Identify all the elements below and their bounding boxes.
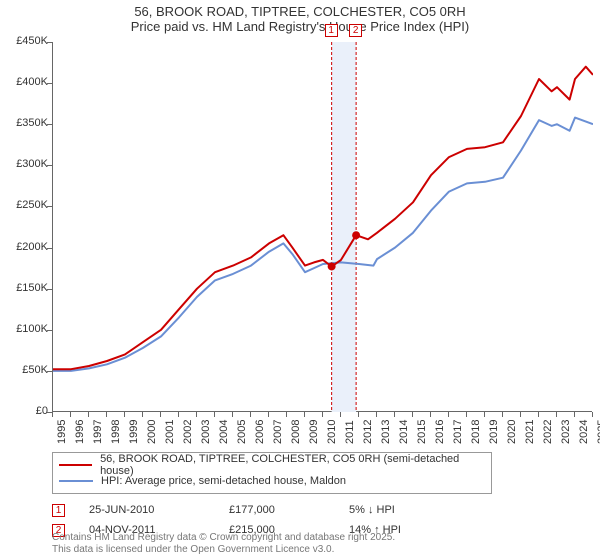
chart-title-line1: 56, BROOK ROAD, TIPTREE, COLCHESTER, CO5… [0, 4, 600, 19]
sale-row-marker: 1 [52, 504, 65, 517]
x-axis-tick-label: 2019 [488, 420, 500, 444]
y-axis-tick-label: £450K [2, 35, 48, 47]
x-axis-tick-label: 2022 [542, 420, 554, 444]
x-axis-tick-label: 2011 [344, 420, 356, 444]
x-axis-tick-label: 2016 [434, 420, 446, 444]
x-axis-tick-label: 2004 [218, 420, 230, 444]
y-axis-tick-label: £0 [2, 405, 48, 417]
x-axis-tick-label: 2010 [326, 420, 338, 444]
x-axis-tick-label: 2015 [416, 420, 428, 444]
x-axis-tick-label: 2017 [452, 420, 464, 444]
x-axis-tick-label: 2021 [524, 420, 536, 444]
x-axis-tick-label: 2007 [272, 420, 284, 444]
x-axis-tick-label: 2002 [182, 420, 194, 444]
x-axis-tick-label: 2018 [470, 420, 482, 444]
chart-plot-area [52, 42, 592, 412]
x-axis-tick-label: 2005 [236, 420, 248, 444]
x-axis-tick-label: 2014 [398, 420, 410, 444]
chart-title-line2: Price paid vs. HM Land Registry's House … [0, 19, 600, 34]
x-axis-tick-label: 2012 [362, 420, 374, 444]
x-axis-tick-label: 1996 [74, 420, 86, 444]
y-axis-tick-label: £150K [2, 282, 48, 294]
x-axis-tick-label: 2023 [560, 420, 572, 444]
x-axis-tick-label: 1998 [110, 420, 122, 444]
x-axis-tick-label: 2001 [164, 420, 176, 444]
sale-marker-1: 1 [325, 24, 338, 37]
sale-row: 1 25-JUN-2010£177,0005% ↓ HPI [52, 500, 492, 520]
y-axis-tick-label: £200K [2, 241, 48, 253]
x-axis-tick-label: 1995 [56, 420, 68, 444]
y-axis-tick-label: £250K [2, 199, 48, 211]
y-axis-tick-label: £350K [2, 117, 48, 129]
x-axis-tick-label: 2020 [506, 420, 518, 444]
x-axis-tick-label: 2008 [290, 420, 302, 444]
sale-marker-2: 2 [349, 24, 362, 37]
legend-row: 56, BROOK ROAD, TIPTREE, COLCHESTER, CO5… [59, 457, 485, 473]
x-axis-tick-label: 2025 [596, 420, 600, 444]
x-axis-tick-label: 2009 [308, 420, 320, 444]
footer-attribution: Contains HM Land Registry data © Crown c… [52, 532, 395, 556]
sale-date: 25-JUN-2010 [89, 504, 229, 516]
y-axis-tick-label: £100K [2, 323, 48, 335]
legend: 56, BROOK ROAD, TIPTREE, COLCHESTER, CO5… [52, 452, 492, 540]
x-axis-tick-label: 2013 [380, 420, 392, 444]
x-axis-tick-label: 2024 [578, 420, 590, 444]
y-axis-tick-label: £300K [2, 158, 48, 170]
y-axis-tick-label: £400K [2, 76, 48, 88]
x-axis-tick-label: 2000 [146, 420, 158, 444]
x-axis-tick-label: 1997 [92, 420, 104, 444]
sale-delta: 5% ↓ HPI [349, 504, 469, 516]
legend-label: HPI: Average price, semi-detached house,… [101, 475, 346, 487]
legend-label: 56, BROOK ROAD, TIPTREE, COLCHESTER, CO5… [100, 453, 485, 477]
sale-price: £177,000 [229, 504, 349, 516]
x-axis-tick-label: 1999 [128, 420, 140, 444]
x-axis-tick-label: 2006 [254, 420, 266, 444]
y-axis-tick-label: £50K [2, 364, 48, 376]
x-axis-tick-label: 2003 [200, 420, 212, 444]
